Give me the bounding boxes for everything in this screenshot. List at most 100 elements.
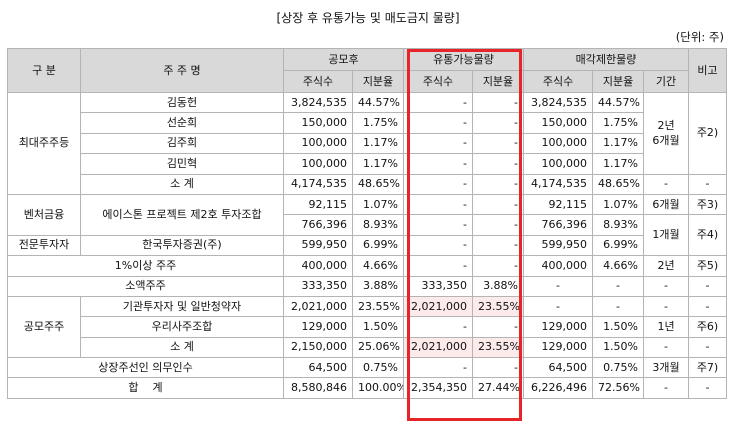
cell: - xyxy=(403,255,473,277)
cell: 주5) xyxy=(688,255,728,277)
table-row: 최대주주등 김동헌 3,824,535 44.57% - - 3,824,535… xyxy=(7,91,728,195)
total-row: 합 계 8,580,846 100.00% 2,354,350 27.44% 6… xyxy=(7,377,728,399)
cell: 1.50% xyxy=(592,316,645,338)
cell: - xyxy=(471,132,525,155)
cell: - xyxy=(471,193,525,216)
header-shareholder: 주 주 명 xyxy=(80,48,284,93)
cell: - xyxy=(403,173,473,195)
cell: 92,115 xyxy=(523,193,594,216)
header-period: 기간 xyxy=(643,70,690,93)
cell: 766,396 xyxy=(283,214,353,236)
cell: - xyxy=(403,112,473,134)
table-row: 소 계 4,174,535 48.65% - - 4,174,535 48.65… xyxy=(8,173,728,195)
cell: 4.66% xyxy=(352,255,404,277)
table-title: [상장 후 유통가능 및 매도금지 물량] xyxy=(276,11,460,25)
header-ratio: 지분율 xyxy=(352,70,404,93)
cell: - xyxy=(688,295,728,318)
cell: 599,950 xyxy=(283,234,353,257)
header-lockup: 매각제한물량 xyxy=(523,48,690,71)
cell: - xyxy=(643,377,690,399)
cell: - xyxy=(471,153,525,175)
cell: 4.66% xyxy=(592,255,645,277)
cell: 1.50% xyxy=(352,316,404,338)
table-row: 공모주주 기관투자자 및 일반청약자 2,021,000 23.55% 2,02… xyxy=(7,295,728,359)
cell: - xyxy=(688,336,728,359)
cell: 44.57% xyxy=(352,91,404,114)
cell: 27.44% xyxy=(471,377,525,399)
header-shares: 주식수 xyxy=(283,70,353,93)
table-row: 소액주주 333,350 3.88% 333,350 3.88% - - - - xyxy=(7,275,728,297)
cell: - xyxy=(471,112,525,134)
cell: 150,000 xyxy=(283,112,353,134)
cell: 2,150,000 xyxy=(283,336,353,359)
cell: - xyxy=(403,91,473,114)
cell: 1.17% xyxy=(592,153,645,175)
cell: 2,021,000 xyxy=(283,295,353,318)
cell: - xyxy=(643,173,690,195)
cell: - xyxy=(403,234,473,257)
major-period: 2년 6개월 xyxy=(643,92,690,175)
cell: - xyxy=(688,173,728,195)
cell: 1.07% xyxy=(352,193,404,216)
cell: 1.50% xyxy=(592,336,645,359)
cell: 3개월 xyxy=(643,357,690,379)
cell: 92,115 xyxy=(283,193,353,216)
cell: 23.55% xyxy=(471,336,525,359)
total-label: 합 계 xyxy=(7,377,284,399)
cell: - xyxy=(688,275,728,297)
cell: 23.55% xyxy=(352,295,404,318)
cell: - xyxy=(471,255,525,277)
venture-period: 1개월 xyxy=(643,214,690,257)
subtotal-label: 소 계 xyxy=(80,173,284,195)
cell: 48.65% xyxy=(352,173,404,195)
cell: 333,350 xyxy=(403,275,473,297)
header-shares: 주식수 xyxy=(403,70,473,93)
shareholder-name: 1%이상 주주 xyxy=(7,255,284,277)
cell: 129,000 xyxy=(523,336,594,359)
cell: 400,000 xyxy=(523,255,594,277)
cell: 2년 xyxy=(643,255,690,277)
cell: 150,000 xyxy=(523,112,594,134)
header-tradable: 유통가능물량 xyxy=(402,48,525,71)
cell: 4,174,535 xyxy=(283,173,353,195)
shareholder-name: 우리사주조합 xyxy=(80,316,284,338)
cell: 1년 xyxy=(643,316,690,338)
cell: 주7) xyxy=(688,357,728,379)
cell: 8.93% xyxy=(592,214,645,236)
venture-remark: 주4) xyxy=(688,214,728,257)
cell: 64,500 xyxy=(523,357,594,379)
table-row: 김주희 100,000 1.17% - - 100,000 1.17% xyxy=(8,132,727,155)
cell: 1.17% xyxy=(352,153,404,175)
cell: 3,824,535 xyxy=(523,91,594,114)
cell: 주3) xyxy=(688,193,728,216)
table-row: 벤처금융 에이스톤 프로젝트 제2호 투자조합 92,115 1.07% - -… xyxy=(7,193,728,236)
cell: - xyxy=(643,336,690,359)
cell: 주6) xyxy=(688,316,728,338)
cell: 2,021,000 xyxy=(403,336,473,359)
cell: 3.88% xyxy=(471,275,525,297)
header-category: 구 분 xyxy=(7,48,81,93)
cell: 100.00% xyxy=(352,377,404,399)
header-shares: 주식수 xyxy=(523,70,594,93)
cell: - xyxy=(688,377,728,399)
cell: - xyxy=(403,316,473,338)
cell: 64,500 xyxy=(283,357,353,379)
header-ratio: 지분율 xyxy=(592,70,645,93)
cell: 3.88% xyxy=(352,275,404,297)
cell: 23.55% xyxy=(471,295,525,318)
cell: 2,021,000 xyxy=(403,295,473,318)
cell: 2,354,350 xyxy=(403,377,473,399)
cell: - xyxy=(523,275,594,297)
cell: - xyxy=(403,193,473,216)
shareholder-name: 에이스톤 프로젝트 제2호 투자조합 xyxy=(80,193,284,236)
cell: - xyxy=(592,275,645,297)
unit-label: (단위: 주) xyxy=(675,30,724,44)
shareholder-name: 기관투자자 및 일반청약자 xyxy=(80,295,284,318)
cell: - xyxy=(403,132,473,155)
shareholder-name: 김동헌 xyxy=(80,91,284,114)
cell: - xyxy=(471,91,525,114)
table-row: 김민혁 100,000 1.17% - - 100,000 1.17% xyxy=(8,153,727,175)
lockup-table: 구 분 주 주 명 공모후 유통가능물량 매각제한물량 비고 주식수 지분율 주… xyxy=(7,48,728,399)
cell: 1.07% xyxy=(592,193,645,216)
cell: 6.99% xyxy=(352,234,404,257)
